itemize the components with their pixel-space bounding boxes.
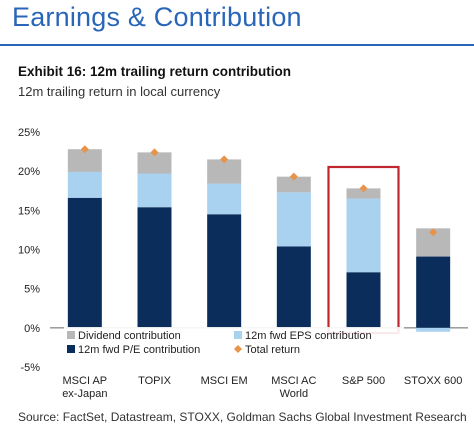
legend-label: Total return xyxy=(245,344,300,356)
legend-label: 12m fwd EPS contribution xyxy=(245,330,372,342)
y-tick-label: 20% xyxy=(18,166,40,178)
bar-pe xyxy=(416,256,451,328)
total-return-marker xyxy=(429,228,438,237)
x-category-label: MSCI EM xyxy=(201,375,248,387)
page-title: Earnings & Contribution xyxy=(12,2,302,32)
legend-swatch xyxy=(234,331,242,339)
bar-eps xyxy=(137,173,172,208)
bar-eps xyxy=(207,183,242,215)
total-return-marker xyxy=(150,148,159,157)
bar-dividend xyxy=(67,149,102,172)
legend-label: Dividend contribution xyxy=(78,330,181,342)
x-category-label: ex-Japan xyxy=(62,388,107,400)
x-category-label: MSCI AP xyxy=(63,375,108,387)
bar-pe xyxy=(276,246,311,328)
bar-eps xyxy=(416,327,451,332)
bar-eps xyxy=(276,192,311,247)
total-return-marker xyxy=(359,184,368,193)
exhibit-title: Exhibit 16: 12m trailing return contribu… xyxy=(18,64,292,79)
legend-swatch xyxy=(67,331,75,339)
bar-dividend xyxy=(276,176,311,193)
bar-dividend xyxy=(137,152,172,174)
y-tick-label: 15% xyxy=(18,205,40,217)
bar-pe xyxy=(137,207,172,328)
exhibit-subtitle: 12m trailing return in local currency xyxy=(18,84,221,99)
total-return-marker xyxy=(80,145,89,154)
x-category-label: S&P 500 xyxy=(342,375,385,387)
source-note: Source: FactSet, Datastream, STOXX, Gold… xyxy=(18,410,467,424)
bar-dividend xyxy=(346,188,381,199)
bar-pe xyxy=(207,214,242,328)
bar-eps xyxy=(67,171,102,198)
total-return-marker xyxy=(289,172,298,181)
legend-swatch xyxy=(67,345,75,353)
x-category-label: TOPIX xyxy=(138,375,171,387)
bar-eps xyxy=(346,198,381,273)
x-category-label: World xyxy=(280,388,309,400)
legend-label: 12m fwd P/E contribution xyxy=(78,344,200,356)
y-tick-label: 5% xyxy=(24,284,40,296)
bar-pe xyxy=(67,197,102,328)
y-tick-label: -5% xyxy=(20,362,40,374)
bar-dividend xyxy=(207,159,242,184)
total-return-marker xyxy=(220,155,229,164)
legend-swatch xyxy=(234,345,242,353)
bar-pe xyxy=(346,272,381,328)
y-tick-label: 10% xyxy=(18,245,40,257)
y-tick-label: 25% xyxy=(18,127,40,139)
x-category-label: STOXX 600 xyxy=(404,375,463,387)
x-category-label: MSCI AC xyxy=(271,375,316,387)
y-tick-label: 0% xyxy=(24,323,40,335)
header-divider xyxy=(0,44,474,46)
